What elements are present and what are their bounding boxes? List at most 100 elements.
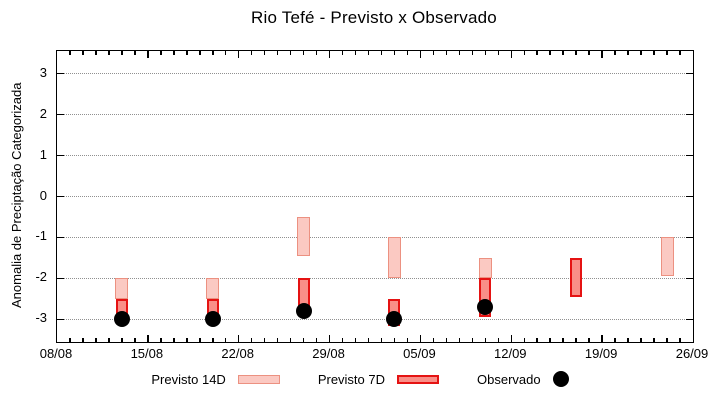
x-major-tick (328, 335, 331, 342)
x-minor-tick (289, 51, 292, 55)
x-minor-tick (562, 51, 564, 55)
x-major-tick (328, 51, 331, 58)
legend-item-previsto-14d: Previsto 14D (151, 371, 280, 387)
x-major-tick (510, 335, 513, 342)
grid-line (57, 236, 693, 238)
x-major-tick (601, 51, 603, 58)
x-minor-tick (108, 51, 110, 55)
x-minor-tick (108, 338, 110, 342)
bar-previsto-14d (115, 278, 129, 299)
x-minor-tick (250, 338, 253, 342)
y-tick-label: 1 (39, 146, 47, 162)
observado-dot (477, 299, 494, 316)
x-tick-label: 29/08 (312, 346, 345, 361)
bar-previsto-14d (478, 257, 492, 279)
x-minor-tick (69, 338, 71, 342)
x-minor-tick (679, 51, 681, 55)
y-tick-right (686, 72, 693, 75)
observado-dot (295, 303, 312, 320)
legend-label-previsto-7d: Previsto 7D (317, 371, 386, 387)
x-minor-tick (432, 338, 435, 342)
y-tick-left (57, 236, 64, 239)
x-minor-tick (497, 51, 500, 55)
x-minor-tick (121, 338, 123, 342)
x-minor-tick (212, 51, 214, 55)
x-minor-tick (199, 338, 201, 342)
x-minor-tick (173, 338, 175, 342)
x-minor-tick (380, 51, 383, 55)
legend-label-observado: Observado (477, 371, 541, 387)
x-minor-tick (549, 51, 551, 55)
x-minor-tick (406, 338, 409, 342)
x-tick-label: 08/08 (39, 346, 73, 361)
x-minor-tick (588, 338, 590, 342)
x-minor-tick (186, 51, 188, 55)
x-minor-tick (653, 51, 655, 55)
x-minor-tick (302, 338, 305, 342)
x-minor-tick (575, 338, 577, 342)
observado-dot (113, 311, 130, 328)
y-tick-left (57, 154, 64, 157)
y-tick-label: -3 (35, 310, 47, 326)
bar-previsto-14d (297, 216, 311, 256)
x-minor-tick (679, 338, 681, 342)
x-minor-tick (666, 338, 668, 342)
x-minor-tick (224, 338, 227, 342)
x-minor-tick (627, 338, 629, 342)
x-minor-tick (95, 338, 97, 342)
observado-dot (386, 311, 403, 328)
y-tick-left (57, 318, 64, 321)
x-minor-tick (640, 51, 642, 55)
x-minor-tick (458, 338, 461, 342)
x-major-tick (419, 51, 422, 58)
x-minor-tick (666, 51, 668, 55)
x-minor-tick (354, 338, 357, 342)
x-minor-tick (341, 51, 344, 55)
x-major-tick (419, 335, 422, 342)
x-tick-label: 12/09 (494, 346, 527, 361)
x-minor-tick (186, 338, 188, 342)
y-tick-label: 2 (39, 105, 47, 121)
plot-area (56, 50, 694, 343)
x-minor-tick (640, 338, 642, 342)
x-minor-tick (523, 51, 525, 55)
y-tick-label: -1 (35, 228, 47, 244)
x-minor-tick (302, 51, 305, 55)
x-minor-tick (315, 51, 318, 55)
y-tick-label: 3 (39, 64, 47, 80)
x-minor-tick (627, 51, 629, 55)
legend-label-previsto-14d: Previsto 14D (151, 371, 226, 387)
grid-line (57, 114, 693, 116)
x-minor-tick (614, 51, 616, 55)
x-minor-tick (160, 51, 162, 55)
grid-line (57, 155, 693, 156)
x-minor-tick (562, 338, 564, 342)
x-minor-tick (380, 338, 383, 342)
x-minor-tick (484, 51, 487, 55)
legend-swatch-previsto-7d (397, 374, 440, 384)
observado-dot (204, 311, 221, 328)
y-tick-right (686, 318, 693, 321)
chart-title: Rio Tefé - Previsto x Observado (251, 8, 497, 27)
x-minor-tick (614, 338, 616, 342)
x-major-tick (601, 335, 603, 342)
x-minor-tick (471, 338, 474, 342)
y-tick-left (57, 277, 64, 280)
x-minor-tick (341, 338, 344, 342)
grid-line (57, 277, 693, 279)
y-tick-label: 0 (39, 187, 47, 203)
x-minor-tick (354, 51, 357, 55)
x-tick-label: 19/09 (584, 346, 618, 361)
x-minor-tick (276, 338, 279, 342)
legend-marker-observado-dot (552, 371, 569, 387)
x-major-tick (147, 51, 149, 58)
x-minor-tick (134, 51, 136, 55)
x-tick-label: 26/09 (675, 346, 709, 361)
x-minor-tick (653, 338, 655, 342)
legend-item-observado: Observado (477, 371, 569, 387)
x-minor-tick (289, 338, 292, 342)
y-tick-left (57, 113, 64, 116)
legend-item-previsto-7d: Previsto 7D (317, 371, 440, 387)
grid-line (57, 196, 693, 197)
